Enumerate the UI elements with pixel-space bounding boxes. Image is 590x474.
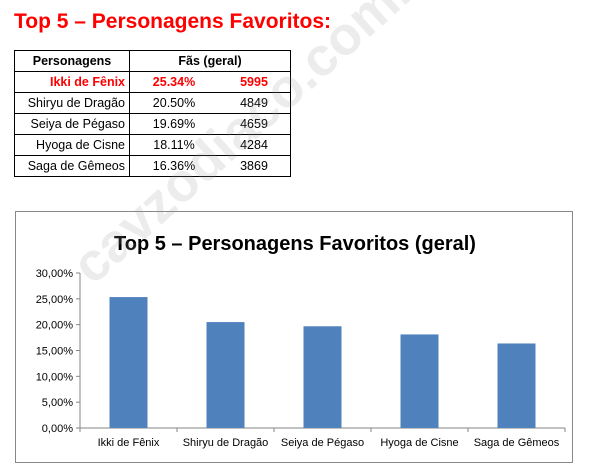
row-count: 4849 (218, 92, 291, 114)
row-count: 4284 (218, 134, 291, 156)
row-percent: 25.34% (129, 71, 218, 93)
row-count: 4659 (218, 113, 291, 135)
row-name: Ikki de Fênix (14, 71, 130, 93)
row-name: Shiryu de Dragão (14, 92, 130, 114)
row-percent: 20.50% (129, 92, 218, 114)
table-row: Saga de Gêmeos 16.36% 3869 (14, 155, 291, 177)
y-tick-label: 20,00% (36, 320, 74, 332)
table-row: Hyoga de Cisne 18.11% 4284 (14, 134, 291, 156)
row-count: 5995 (218, 71, 291, 93)
row-name: Hyoga de Cisne (14, 134, 130, 156)
header-fans: Fãs (geral) (129, 50, 291, 72)
table-row: Shiryu de Dragão 20.50% 4849 (14, 92, 291, 114)
page-heading: Top 5 – Personagens Favoritos: (14, 10, 332, 33)
row-name: Saga de Gêmeos (14, 155, 130, 177)
row-percent: 16.36% (129, 155, 218, 177)
row-percent: 18.11% (129, 134, 218, 156)
bar (497, 343, 536, 428)
x-tick-label: Seiya de Pégaso (281, 437, 364, 449)
row-name: Seiya de Pégaso (14, 113, 130, 135)
y-tick-label: 10,00% (36, 371, 74, 383)
row-percent: 19.69% (129, 113, 218, 135)
table-header-row: Personagens Fãs (geral) (14, 50, 291, 72)
bar (109, 297, 148, 428)
y-tick-label: 15,00% (36, 346, 74, 358)
bar-chart: Top 5 – Personagens Favoritos (geral) 0,… (36, 233, 566, 449)
y-tick-label: 25,00% (36, 294, 74, 306)
row-count: 3869 (218, 155, 291, 177)
x-tick-label: Ikki de Fênix (98, 437, 160, 449)
table-row: Ikki de Fênix 25.34% 5995 (14, 71, 291, 93)
chart-title: Top 5 – Personagens Favoritos (geral) (114, 233, 476, 255)
fans-table: Personagens Fãs (geral) Ikki de Fênix 25… (14, 50, 291, 177)
y-tick-label: 30,00% (36, 268, 74, 280)
bar (206, 322, 245, 428)
x-tick-label: Saga de Gêmeos (474, 437, 560, 449)
header-personagens: Personagens (14, 50, 130, 72)
y-tick-label: 0,00% (42, 423, 73, 435)
chart-frame: Top 5 – Personagens Favoritos (geral) 0,… (15, 211, 573, 463)
bar (303, 326, 342, 428)
x-tick-label: Hyoga de Cisne (380, 437, 458, 449)
table-row: Seiya de Pégaso 19.69% 4659 (14, 113, 291, 135)
y-tick-label: 5,00% (42, 397, 73, 409)
x-tick-label: Shiryu de Dragão (183, 437, 269, 449)
bar (400, 334, 439, 428)
